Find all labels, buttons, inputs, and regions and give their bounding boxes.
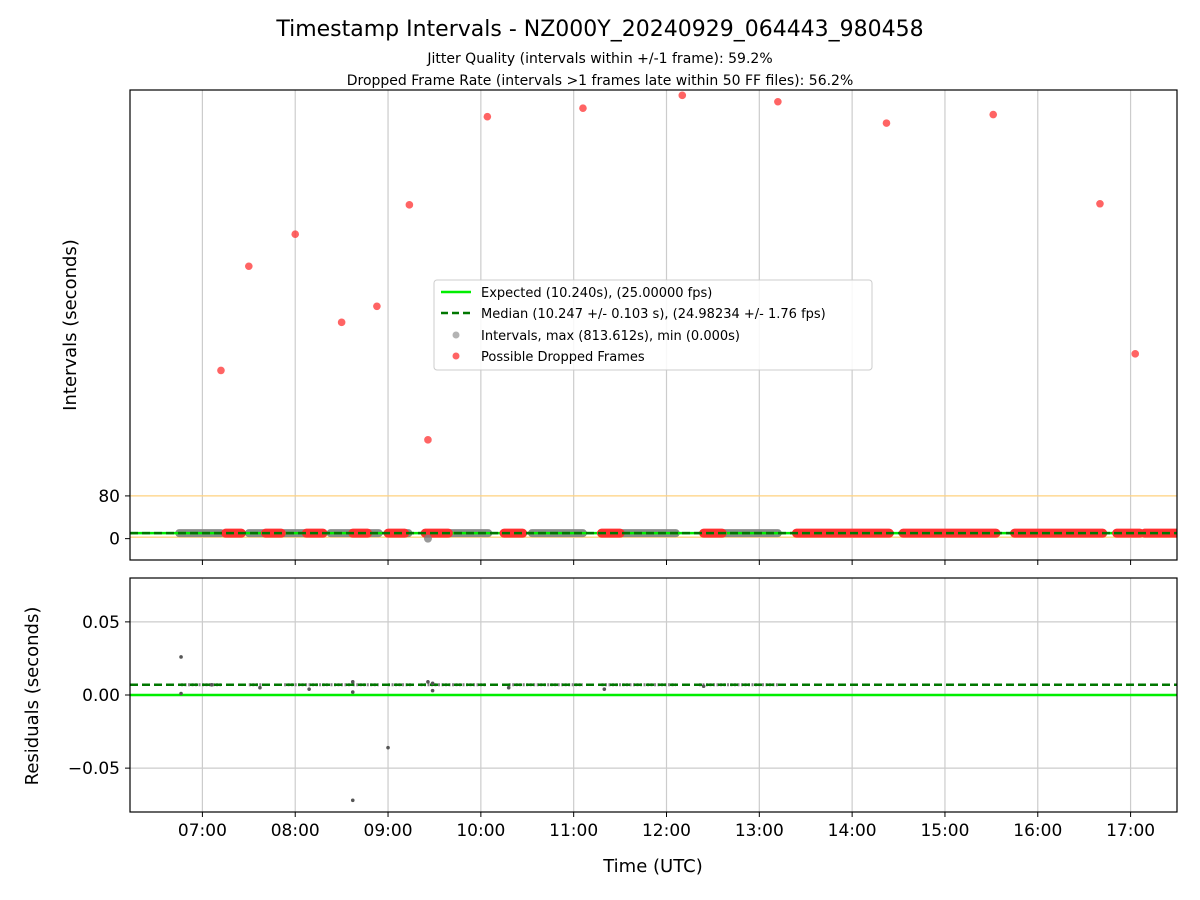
legend-dropped-marker (452, 352, 460, 360)
chart-subtitle-2: Dropped Frame Rate (intervals >1 frames … (347, 73, 854, 89)
residual-point (430, 688, 435, 693)
dropped-point (217, 366, 225, 375)
legend-intervals-label: Intervals, max (813.612s), min (0.000s) (481, 329, 740, 344)
dropped-point (424, 436, 432, 444)
chart-subtitle-1: Jitter Quality (intervals within +/-1 fr… (426, 51, 772, 67)
residual-point (258, 685, 262, 690)
x-tick-label: 15:00 (920, 821, 969, 841)
y-tick-label: 0.05 (82, 613, 120, 633)
bottom-y-axis-label: Residuals (seconds) (22, 607, 43, 786)
bottom-panel: 07:00 08:00 09:00 10:00 11:00 12:00 13:00 14:00… (68, 577, 1178, 841)
residual-point (179, 691, 183, 696)
legend-box (433, 279, 873, 371)
residual-point (350, 690, 355, 694)
dropped-point (579, 104, 587, 112)
y-tick-label: 0 (109, 530, 120, 550)
dropped-point (483, 112, 492, 121)
chart-title: Timestamp Intervals - NZ000Y_20240929_06… (275, 17, 923, 42)
dropped-point (1096, 199, 1104, 208)
residual-point (350, 798, 355, 803)
dropped-point (337, 318, 346, 327)
bottom-plot-frame (129, 577, 1178, 813)
legend-dropped-label: Possible Dropped Frames (481, 350, 645, 365)
dropped-point (882, 119, 891, 127)
top-plot-area (130, 90, 1177, 560)
top-y-axis-label: Intervals (seconds) (60, 239, 81, 411)
residual-point (350, 680, 355, 684)
dropped-point (774, 97, 782, 106)
x-tick-label: 10:00 (456, 821, 505, 841)
dropped-point (989, 110, 998, 119)
dropped-point (373, 302, 381, 311)
residual-point (179, 655, 183, 659)
y-tick-label: 80 (98, 487, 120, 507)
bot-plot-area (130, 578, 1177, 812)
x-tick-label: 16:00 (1013, 821, 1062, 841)
x-tick-label: 17:00 (1106, 821, 1155, 841)
x-tick-label: 09:00 (364, 821, 413, 841)
residual-point (430, 681, 435, 686)
y-tick-label: −0.05 (68, 759, 120, 779)
residual-point (506, 685, 511, 690)
x-tick-label: 08:00 (271, 821, 320, 841)
interval-point (423, 534, 432, 543)
x-tick-label: 11:00 (549, 821, 598, 841)
dropped-point (245, 262, 253, 271)
residual-point (209, 682, 214, 687)
dropped-point (678, 91, 687, 100)
residual-point (701, 684, 706, 689)
top-panel: 0 80 (98, 89, 1178, 565)
dropped-point (1131, 350, 1140, 358)
x-axis-label: Time (UTC) (602, 856, 703, 877)
legend: Expected (10.240s), (25.00000 fps) Media… (433, 279, 873, 371)
legend-median-label: Median (10.247 +/- 0.103 s), (24.98234 +… (481, 307, 826, 322)
legend-intervals-marker (452, 331, 460, 339)
top-plot-frame (129, 89, 1178, 561)
dropped-point (405, 201, 414, 209)
y-tick-label: 0.00 (82, 686, 120, 706)
x-tick-label: 13:00 (735, 821, 784, 841)
residual-point (386, 745, 390, 750)
dropped-point (291, 230, 300, 239)
x-tick-label: 07:00 (178, 821, 227, 841)
legend-expected-label: Expected (10.240s), (25.00000 fps) (481, 286, 712, 301)
residual-point (426, 680, 430, 684)
x-tick-label: 12:00 (642, 821, 691, 841)
residual-point (602, 687, 607, 691)
x-tick-label: 14:00 (828, 821, 877, 841)
residual-point (307, 687, 311, 691)
